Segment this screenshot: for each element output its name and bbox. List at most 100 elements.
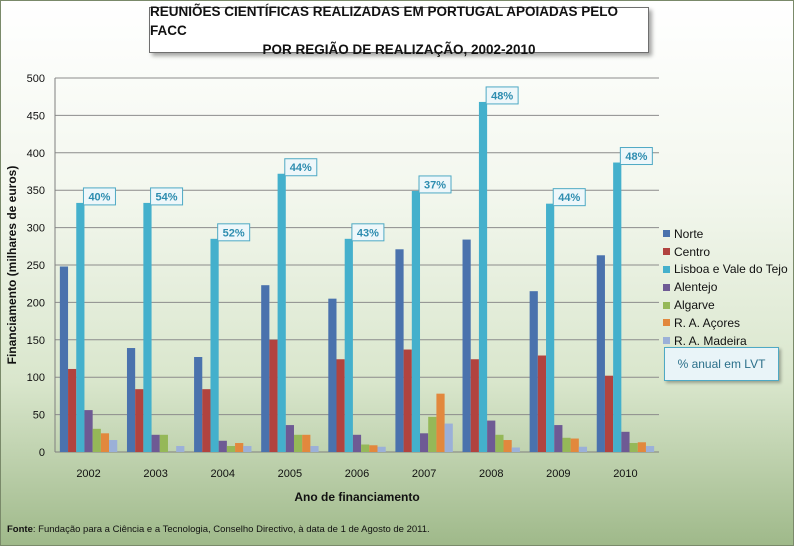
- pct-callout-label: 48%: [491, 90, 513, 102]
- pct-callout-box: [82, 187, 116, 206]
- source-footer: Fonte: Fundação para a Ciência e a Tecno…: [7, 524, 430, 535]
- bar: [92, 428, 101, 452]
- pct-callout-box: [217, 223, 251, 242]
- bar: [403, 349, 412, 452]
- bar: [76, 202, 85, 452]
- legend-item: Centro: [663, 243, 788, 261]
- x-tick-label: 2006: [345, 468, 369, 480]
- pct-callout-label: 44%: [290, 162, 312, 174]
- pct-callout-label: 44%: [558, 192, 580, 204]
- bar: [285, 425, 294, 452]
- pct-callout-box: [150, 187, 184, 206]
- chart-title-line1: REUNIÕES CIENTÍFICAS REALIZADAS EM PORTU…: [150, 3, 619, 38]
- x-tick-label: 2007: [412, 468, 436, 480]
- bar: [529, 291, 538, 452]
- x-tick-label: 2005: [278, 468, 302, 480]
- bar: [226, 446, 236, 452]
- source-label: Fonte: [7, 524, 33, 535]
- bar: [420, 433, 429, 452]
- pct-callout-box: [552, 188, 586, 207]
- legend-swatch: [663, 230, 670, 238]
- bar: [302, 434, 311, 452]
- bar: [570, 438, 579, 452]
- bar: [554, 425, 563, 452]
- bar: [444, 423, 453, 452]
- bar: [428, 416, 437, 452]
- pct-callout-box: [351, 223, 385, 242]
- bar: [369, 445, 378, 452]
- bar: [159, 434, 168, 452]
- pct-callout-label: 54%: [156, 191, 178, 203]
- legend-label: R. A. Açores: [674, 315, 741, 330]
- bar: [377, 446, 386, 452]
- bar: [411, 190, 421, 452]
- y-tick-label: 100: [27, 372, 45, 384]
- chart-title-line2: POR REGIÃO DE REALIZAÇÃO, 2002-2010: [262, 41, 536, 57]
- bar: [143, 202, 152, 452]
- bar: [578, 446, 588, 452]
- legend-label: Alentejo: [674, 280, 718, 295]
- legend-item: R. A. Madeira: [663, 332, 788, 350]
- y-tick-label: 450: [27, 110, 45, 122]
- bar: [210, 238, 219, 452]
- bar: [462, 239, 471, 452]
- bar: [109, 440, 118, 452]
- bar: [126, 348, 136, 452]
- x-tick-label: 2010: [613, 468, 637, 480]
- bar: [361, 444, 370, 452]
- legend-swatch: [663, 265, 670, 273]
- bar: [135, 389, 144, 452]
- bar: [537, 355, 547, 452]
- legend-item: Norte: [663, 225, 788, 243]
- legend-swatch: [663, 248, 670, 256]
- legend-item: R. A. Açores: [663, 314, 788, 332]
- chart-title-box: REUNIÕES CIENTÍFICAS REALIZADAS EM PORTU…: [149, 4, 649, 57]
- bar: [546, 203, 555, 452]
- legend: Norte Centro Lisboa e Vale do Tejo Alentejo…: [663, 225, 788, 350]
- bar: [344, 238, 353, 452]
- bar: [604, 375, 614, 452]
- pct-callout-label: 48%: [625, 151, 647, 163]
- bar: [202, 389, 211, 452]
- bar: [243, 446, 252, 452]
- bar: [151, 434, 160, 452]
- pct-callout-box: [284, 158, 318, 177]
- bar: [503, 440, 512, 452]
- x-tick-label: 2002: [76, 468, 100, 480]
- pct-callout-box: [619, 147, 653, 166]
- y-axis-title: Financiamento (milhares de euros): [5, 166, 19, 365]
- legend-swatch: [663, 283, 670, 291]
- pct-callout-box: [485, 86, 519, 105]
- legend-item: Algarve: [663, 296, 788, 314]
- bar: [310, 446, 319, 452]
- x-tick-label: 2009: [546, 468, 570, 480]
- bar: [395, 249, 404, 452]
- x-axis-title: Ano de financiamento: [294, 490, 419, 504]
- bar: [478, 101, 488, 452]
- y-tick-label: 300: [27, 223, 45, 235]
- y-tick-label: 400: [27, 148, 45, 160]
- legend-label: Centro: [674, 244, 711, 259]
- bar: [645, 446, 655, 452]
- pct-callout-label: 52%: [223, 227, 245, 239]
- y-tick-label: 350: [27, 185, 45, 197]
- pct-callout-label: 43%: [357, 227, 379, 239]
- bar: [352, 434, 362, 452]
- bar: [637, 442, 646, 452]
- x-tick-label: 2003: [143, 468, 167, 480]
- bar: [218, 440, 227, 452]
- legend-item: Lisboa e Vale do Tejo: [663, 261, 788, 279]
- bar: [436, 393, 445, 452]
- bar: [261, 285, 270, 452]
- y-tick-label: 200: [27, 297, 45, 309]
- y-tick-label: 500: [27, 73, 45, 85]
- bar: [336, 359, 345, 452]
- legend-lvt-box: % anual em LVT: [664, 347, 779, 381]
- bar: [84, 410, 93, 452]
- pct-callout-box: [418, 175, 452, 194]
- legend-item: Alentejo: [663, 278, 788, 296]
- legend-label: Norte: [674, 226, 704, 241]
- bar: [621, 431, 630, 452]
